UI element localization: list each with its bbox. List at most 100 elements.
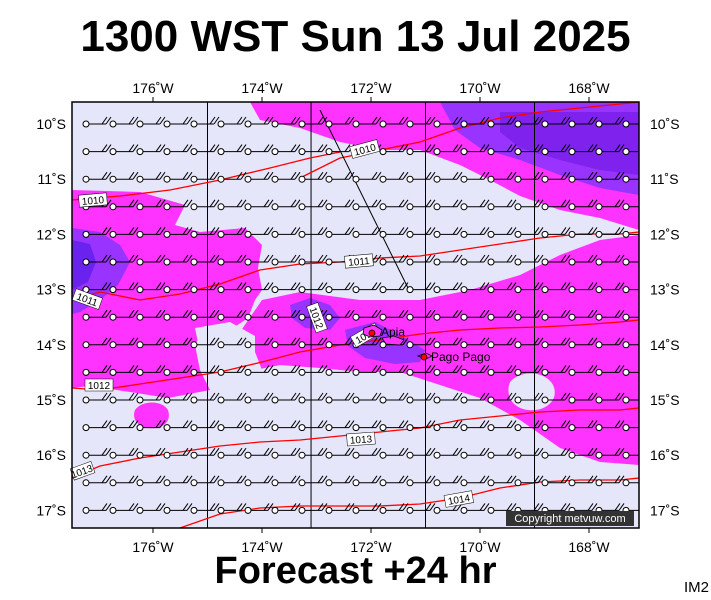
wind-barb xyxy=(352,116,382,128)
wind-barb xyxy=(514,199,544,211)
wind-barb xyxy=(325,420,355,432)
wind-barb xyxy=(406,337,436,349)
wind-barb xyxy=(217,447,247,459)
wind-barb xyxy=(163,447,193,459)
wind-barb xyxy=(109,337,139,349)
wind-barb xyxy=(82,420,112,432)
wind-barb xyxy=(190,337,220,349)
wind-barb xyxy=(271,447,301,459)
wind-barb xyxy=(406,254,436,266)
wind-barb xyxy=(514,447,544,459)
wind-barb xyxy=(325,116,355,128)
wind-barb xyxy=(136,503,166,514)
wind-barb xyxy=(460,144,490,156)
wind-barb xyxy=(217,337,247,349)
latitude-labels-right: 10˚S 11˚S 12˚S 13˚S 14˚S 15˚S 16˚S 17˚S xyxy=(650,116,680,518)
isobar-label-text: 1011 xyxy=(348,256,371,269)
wind-barb xyxy=(190,171,220,183)
wind-barb xyxy=(460,309,490,321)
wind-barb xyxy=(595,365,625,376)
wind-barb xyxy=(217,365,247,376)
wind-barb xyxy=(190,475,220,487)
wind-barb xyxy=(487,365,517,376)
wind-barb xyxy=(298,365,328,376)
wind-barb xyxy=(244,392,274,404)
wind-barb xyxy=(379,116,409,128)
longitude-label: 170˚W xyxy=(459,80,501,96)
wind-barb xyxy=(82,254,112,266)
wind-barb xyxy=(541,227,571,238)
wind-barb xyxy=(595,227,625,238)
wind-barb xyxy=(136,447,166,459)
isobar-label: 1010 xyxy=(78,192,108,208)
wind-barb xyxy=(460,503,490,514)
wind-barb xyxy=(352,282,382,294)
wind-barb xyxy=(568,337,598,349)
wind-barb xyxy=(541,447,571,459)
wind-barb xyxy=(298,392,328,404)
wind-barb xyxy=(622,120,639,128)
wind-barb xyxy=(406,475,436,487)
wind-barb xyxy=(433,365,463,376)
wind-barb xyxy=(190,116,220,128)
wind-barb xyxy=(163,475,193,487)
wind-barb xyxy=(433,392,463,404)
wind-barb xyxy=(352,420,382,432)
wind-barb xyxy=(406,365,436,376)
wind-barb xyxy=(244,337,274,349)
longitude-label: 174˚W xyxy=(241,80,283,96)
wind-barb xyxy=(352,392,382,404)
wind-barb xyxy=(568,420,598,432)
wind-barb xyxy=(541,254,571,266)
wind-barb xyxy=(352,171,382,183)
wind-barb xyxy=(406,116,436,128)
wind-barb xyxy=(352,447,382,459)
wind-barb xyxy=(433,199,463,211)
wind-barb xyxy=(595,475,625,487)
wind-barb xyxy=(163,503,193,514)
wind-barb xyxy=(136,282,166,294)
wind-barb xyxy=(298,144,328,156)
wind-barb xyxy=(136,337,166,349)
place-label-apia: Apia xyxy=(381,325,405,339)
wind-barb xyxy=(487,392,517,404)
map-title: 1300 WST Sun 13 Jul 2025 xyxy=(80,12,631,61)
wind-barb xyxy=(622,313,639,321)
wind-barb xyxy=(163,282,193,294)
wind-barb xyxy=(622,175,639,183)
wind-barb xyxy=(82,447,112,459)
wind-barb xyxy=(406,199,436,211)
wind-barb xyxy=(514,337,544,349)
wind-barb xyxy=(514,171,544,183)
wind-barb xyxy=(352,309,382,321)
wind-barb xyxy=(82,309,112,321)
wind-barb xyxy=(163,254,193,266)
wind-barb xyxy=(541,282,571,294)
wind-barb xyxy=(82,227,112,238)
apia-marker xyxy=(368,329,376,337)
wind-barb xyxy=(595,420,625,432)
latitude-label: 10˚S xyxy=(650,116,680,132)
wind-barb xyxy=(190,282,220,294)
wind-barb xyxy=(433,254,463,266)
wind-barb xyxy=(217,144,247,156)
wind-barb xyxy=(163,116,193,128)
wind-barb xyxy=(298,254,328,266)
wind-barb xyxy=(379,282,409,294)
wind-barb xyxy=(217,420,247,432)
wind-barb xyxy=(595,309,625,321)
wind-barb xyxy=(433,282,463,294)
wind-barb xyxy=(271,116,301,128)
wind-barb xyxy=(325,365,355,376)
wind-barb xyxy=(136,144,166,156)
wind-barb xyxy=(163,199,193,211)
longitude-label: 168˚W xyxy=(568,80,610,96)
wind-barb xyxy=(109,420,139,432)
wind-barb xyxy=(271,420,301,432)
wind-barb xyxy=(298,171,328,183)
wind-barb xyxy=(406,447,436,459)
wind-barb xyxy=(136,309,166,321)
wind-barb xyxy=(244,282,274,294)
wind-barb xyxy=(190,254,220,266)
